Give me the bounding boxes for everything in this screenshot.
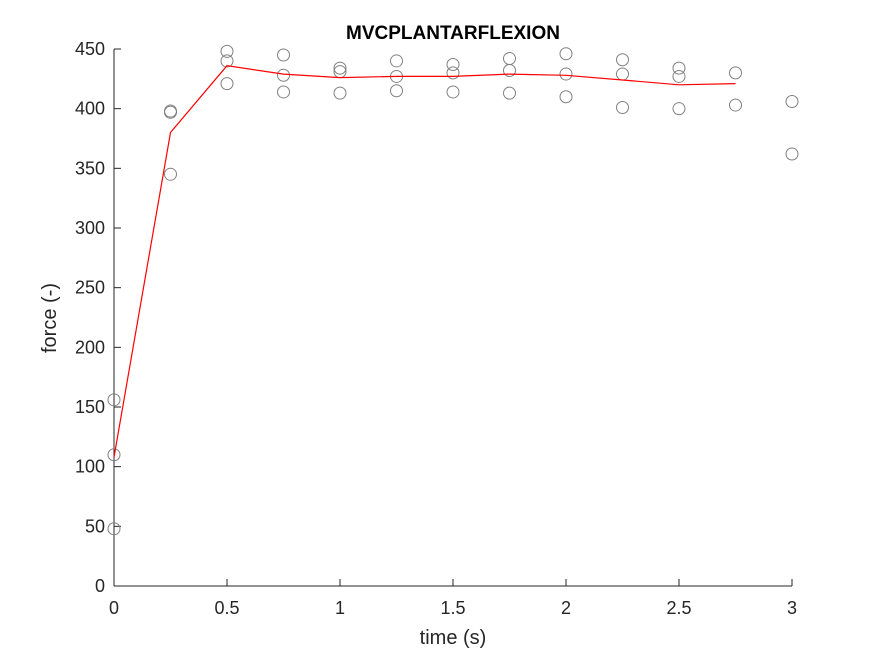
mean-line-group	[113, 65, 736, 458]
y-tick-label: 100	[75, 457, 105, 477]
mean-line	[113, 65, 736, 458]
data-point	[107, 522, 121, 536]
y-tick-label: 450	[75, 39, 105, 59]
data-point	[503, 63, 516, 77]
data-point	[220, 54, 234, 68]
data-point	[277, 48, 290, 62]
y-tick-label: 400	[75, 99, 105, 119]
data-point	[503, 52, 516, 66]
y-tick-label: 200	[75, 337, 105, 357]
x-tick-label: 1	[335, 598, 345, 618]
y-tick-label: 150	[75, 397, 105, 417]
x-axis-label: time (s)	[420, 627, 487, 649]
data-point	[164, 104, 177, 118]
data-point	[616, 100, 629, 114]
y-axis-ticks: 0 50 100 150 200 250 300 350 400 450	[75, 39, 121, 596]
data-point	[672, 69, 686, 83]
y-tick-label: 300	[75, 218, 105, 238]
data-point	[559, 67, 573, 81]
data-point	[616, 53, 629, 67]
y-tick-label: 350	[75, 158, 105, 178]
data-point	[785, 147, 799, 161]
x-tick-label: 3	[787, 598, 797, 618]
x-tick-label: 0	[109, 598, 119, 618]
data-point	[446, 66, 460, 80]
data-point	[616, 67, 629, 81]
data-point	[164, 167, 177, 181]
chart-title: MVCPLANTARFLEXION	[346, 23, 560, 44]
data-point	[785, 95, 799, 109]
data-point	[729, 66, 742, 80]
x-tick-label: 2.5	[666, 598, 691, 618]
y-axis-label: force (-)	[39, 283, 61, 353]
data-point	[333, 61, 347, 75]
data-point	[277, 68, 290, 82]
y-tick-label: 250	[75, 278, 105, 298]
data-points	[107, 44, 799, 536]
data-point	[164, 105, 177, 119]
data-point	[503, 86, 516, 100]
data-point	[277, 85, 290, 99]
x-tick-label: 0.5	[214, 598, 239, 618]
y-tick-label: 0	[95, 576, 105, 596]
data-point	[220, 44, 234, 58]
data-point	[729, 98, 742, 112]
data-point	[107, 448, 121, 462]
x-axis-ticks: 0 0.5 1 1.5 2 2.5 3	[109, 579, 797, 618]
data-point	[672, 102, 686, 116]
data-point	[446, 85, 460, 99]
data-point	[672, 61, 686, 75]
data-point	[390, 54, 403, 68]
data-point	[559, 90, 573, 104]
y-tick-label: 50	[85, 516, 105, 536]
data-point	[390, 84, 403, 98]
data-point	[333, 86, 347, 100]
data-point	[446, 58, 460, 72]
data-point	[220, 77, 234, 91]
data-point	[107, 393, 121, 407]
x-tick-label: 1.5	[440, 598, 465, 618]
axes	[113, 49, 792, 587]
data-point	[559, 47, 573, 61]
x-tick-label: 2	[561, 598, 571, 618]
